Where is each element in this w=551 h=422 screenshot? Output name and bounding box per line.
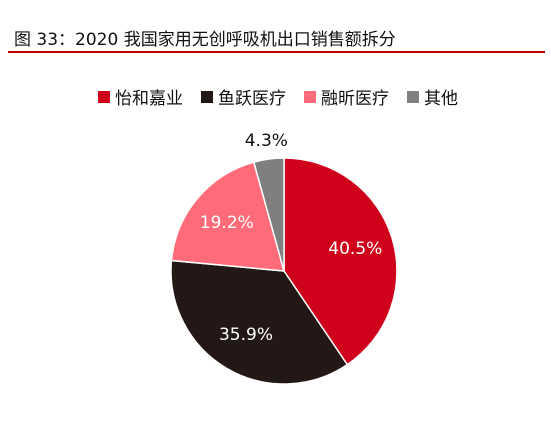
legend-swatch	[304, 90, 316, 103]
legend-label: 鱼跃医疗	[218, 89, 286, 109]
title-rule	[8, 51, 545, 53]
figure-title: 图 33：2020 我国家用无创呼吸机出口销售额拆分	[14, 30, 396, 50]
legend-swatch	[201, 90, 213, 103]
legend-item: 其他	[407, 84, 458, 109]
legend-label: 其他	[424, 89, 458, 109]
slice-value-label: 4.3%	[245, 131, 288, 151]
slice-value-label: 19.2%	[200, 213, 254, 233]
slice-value-label: 40.5%	[328, 239, 382, 259]
chart-legend: 怡和嘉业 鱼跃医疗 融昕医疗 其他	[98, 84, 476, 109]
legend-label: 怡和嘉业	[115, 89, 183, 109]
pie-slice	[170, 161, 286, 272]
legend-item: 鱼跃医疗	[201, 84, 286, 109]
pie-slice	[283, 157, 398, 366]
pie-slice	[170, 259, 349, 385]
legend-item: 融昕医疗	[304, 84, 389, 109]
legend-swatch	[98, 90, 110, 103]
legend-swatch	[407, 90, 419, 103]
slice-value-label: 35.9%	[219, 325, 273, 345]
pie-slice	[252, 157, 285, 272]
legend-label: 融昕医疗	[321, 89, 389, 109]
legend-item: 怡和嘉业	[98, 84, 183, 109]
